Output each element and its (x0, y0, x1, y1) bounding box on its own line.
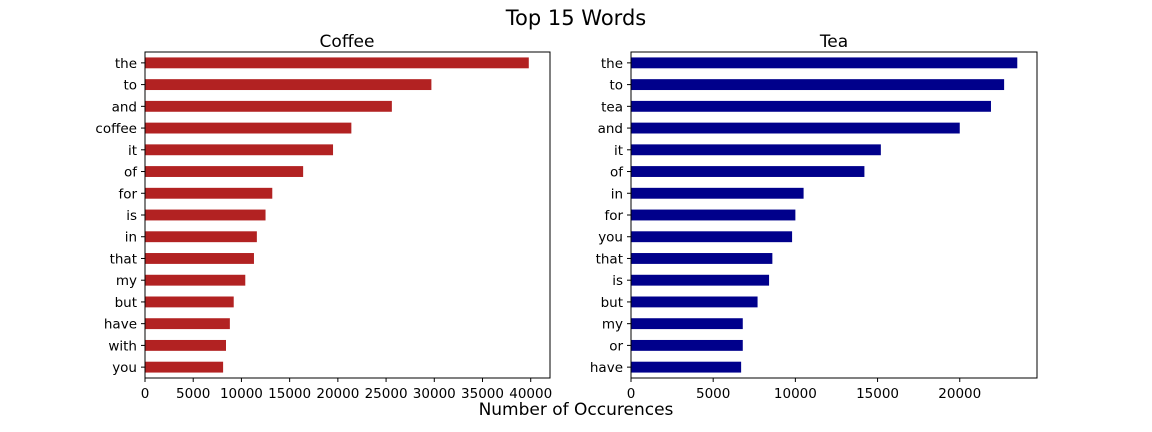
coffee-xtick-label: 40000 (509, 386, 552, 402)
coffee-plot-area: the to and coffee it of for is in that my but have wi… (95, 51, 552, 402)
tea-bar-for (631, 209, 796, 221)
tea-bar-to (631, 79, 1005, 91)
tea-ytick-label: tea (601, 99, 623, 115)
coffee-xtick-label: 25000 (365, 386, 408, 402)
coffee-xtick-label: 0 (141, 386, 150, 402)
coffee-axes-frame (144, 51, 551, 379)
coffee-xtick-label: 10000 (220, 386, 263, 402)
coffee-chart-title: Coffee (320, 32, 375, 52)
coffee-ytick-label: with (108, 338, 137, 354)
coffee-bar-my (145, 274, 246, 286)
tea-xtick-label: 5000 (696, 386, 730, 402)
tea-bar-in (631, 187, 804, 199)
tea-ytick-label: for (604, 208, 623, 224)
coffee-bar-the (145, 57, 529, 69)
coffee-ytick-label: of (124, 165, 138, 181)
tea-xtick-label: 15000 (856, 386, 899, 402)
tea-bar-you (631, 231, 793, 243)
tea-ytick-label: or (609, 338, 623, 354)
coffee-xtick-label: 15000 (268, 386, 311, 402)
coffee-ytick-label: it (128, 143, 137, 159)
coffee-xtick-label: 5000 (176, 386, 210, 402)
coffee-bar-but (145, 296, 234, 308)
coffee-bar-it (145, 144, 334, 156)
tea-bar-have (631, 361, 742, 373)
tea-bar-of (631, 166, 865, 177)
tea-ytick-label: of (610, 165, 624, 181)
tea-axes-frame (630, 51, 1038, 379)
tea-ytick-label: is (612, 273, 623, 289)
coffee-ytick-label: the (115, 56, 137, 72)
tea-ytick-label: to (609, 78, 623, 94)
tea-xtick-label: 0 (627, 386, 636, 402)
coffee-bar-of (145, 166, 304, 177)
coffee-bar-with (145, 339, 226, 351)
coffee-ytick-label: that (110, 251, 137, 267)
coffee-ytick-label: coffee (95, 121, 137, 137)
tea-ytick-label: that (596, 251, 623, 267)
tea-plot-area: the to tea and it of in for you that is but my or have… (590, 51, 1038, 402)
tea-xtick-label: 10000 (774, 386, 817, 402)
coffee-bar-is (145, 209, 266, 221)
coffee-ytick-label: have (104, 317, 137, 333)
tea-bar-the (631, 57, 1018, 69)
tea-bar-and (631, 122, 960, 134)
coffee-bar-for (145, 187, 273, 199)
tea-chart-title: Tea (819, 32, 848, 52)
tea-ytick-label: my (602, 317, 623, 333)
coffee-ytick-label: my (116, 273, 137, 289)
tea-xtick-label: 20000 (938, 386, 981, 402)
coffee-ytick-label: to (123, 78, 137, 94)
tea-ytick-label: but (601, 295, 623, 311)
coffee-ytick-label: in (125, 230, 137, 246)
tea-bar-is (631, 274, 770, 286)
coffee-bar-and (145, 100, 392, 112)
tea-ytick-label: have (590, 360, 623, 376)
tea-ytick-label: the (601, 56, 623, 72)
coffee-xtick-label: 30000 (413, 386, 456, 402)
tea-bar-my (631, 318, 743, 330)
tea-bar-it (631, 144, 881, 156)
coffee-bar-you (145, 361, 224, 373)
coffee-bar-coffee (145, 122, 352, 134)
coffee-ytick-label: is (126, 208, 137, 224)
x-axis-label: Number of Occurences (479, 400, 674, 420)
tea-ytick-label: in (611, 186, 623, 202)
coffee-ytick-label: and (112, 99, 137, 115)
coffee-ytick-label: but (115, 295, 137, 311)
tea-bar-or (631, 339, 743, 351)
tea-ytick-label: it (614, 143, 623, 159)
coffee-ytick-label: for (118, 186, 137, 202)
tea-ytick-label: and (598, 121, 623, 137)
coffee-chart: Coffee the to and coffee it of for is in that my bu… (95, 32, 552, 402)
coffee-bar-in (145, 231, 257, 243)
tea-chart: Tea the to tea and it of in for you that is but my or… (590, 32, 1038, 402)
coffee-xtick-label: 35000 (461, 386, 504, 402)
coffee-bar-that (145, 253, 254, 264)
coffee-bar-have (145, 318, 230, 330)
coffee-ytick-label: you (112, 360, 137, 376)
tea-bar-but (631, 296, 758, 308)
coffee-xtick-label: 20000 (316, 386, 359, 402)
tea-ytick-label: you (598, 230, 623, 246)
tea-bar-tea (631, 100, 991, 112)
tea-bar-that (631, 253, 773, 264)
figure-title: Top 15 Words (505, 6, 646, 30)
coffee-bar-to (145, 79, 432, 91)
